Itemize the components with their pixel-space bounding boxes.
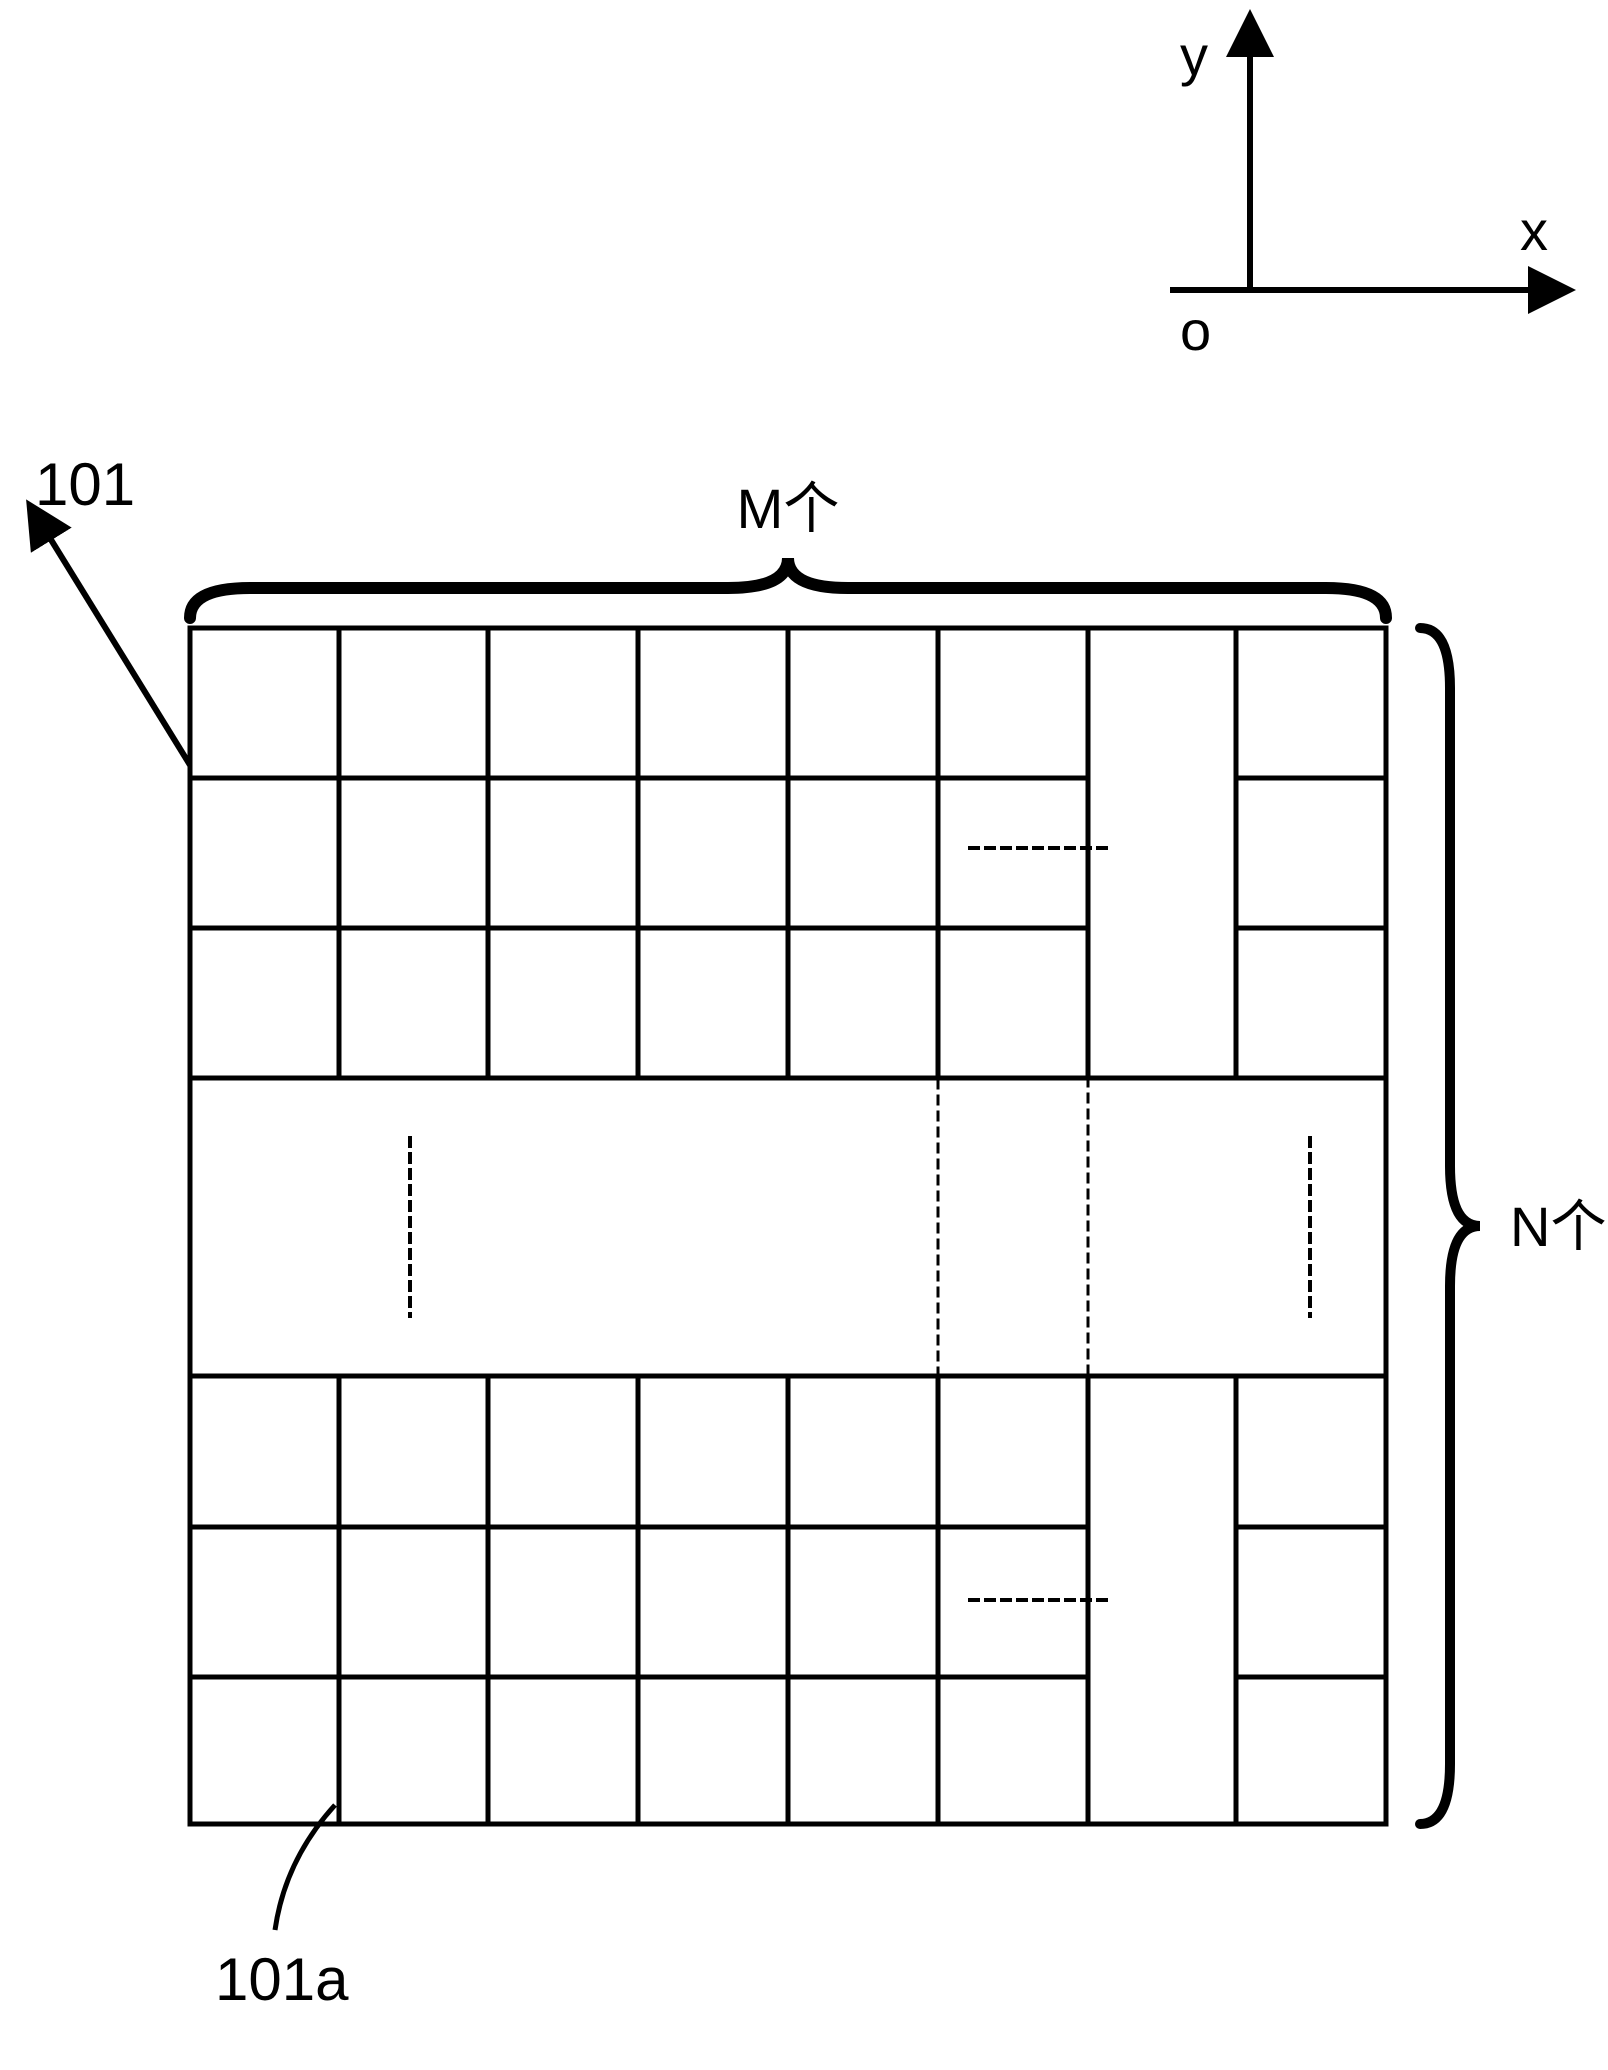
right-brace xyxy=(1420,628,1480,1824)
diagram-svg: o x y M个 N个 101 101a xyxy=(0,0,1608,2070)
origin-label: o xyxy=(1180,299,1211,362)
right-brace-label: N个 xyxy=(1510,1195,1606,1258)
x-axis-label: x xyxy=(1520,199,1548,262)
leader-101 xyxy=(45,530,190,765)
ref-101: 101 xyxy=(35,451,135,518)
y-axis-label: y xyxy=(1180,24,1208,87)
ref-101a: 101a xyxy=(215,1946,349,2013)
top-brace-label: M个 xyxy=(737,477,840,540)
top-brace xyxy=(190,558,1386,618)
